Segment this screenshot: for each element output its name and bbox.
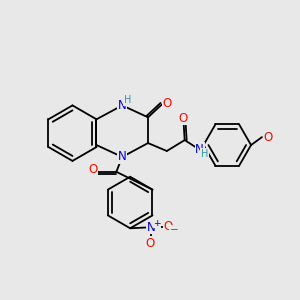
Text: H: H — [201, 149, 208, 159]
Text: −: − — [169, 225, 178, 235]
Text: O: O — [88, 163, 97, 176]
Text: O: O — [146, 237, 154, 250]
Text: O: O — [162, 97, 172, 110]
Text: N: N — [147, 221, 155, 234]
Text: O: O — [263, 130, 272, 144]
Text: N: N — [118, 150, 127, 164]
Text: O: O — [178, 112, 187, 125]
Text: +: + — [153, 219, 161, 228]
Text: N: N — [118, 99, 127, 112]
Text: H: H — [124, 95, 131, 106]
Text: O: O — [163, 220, 172, 233]
Text: N: N — [195, 142, 204, 155]
